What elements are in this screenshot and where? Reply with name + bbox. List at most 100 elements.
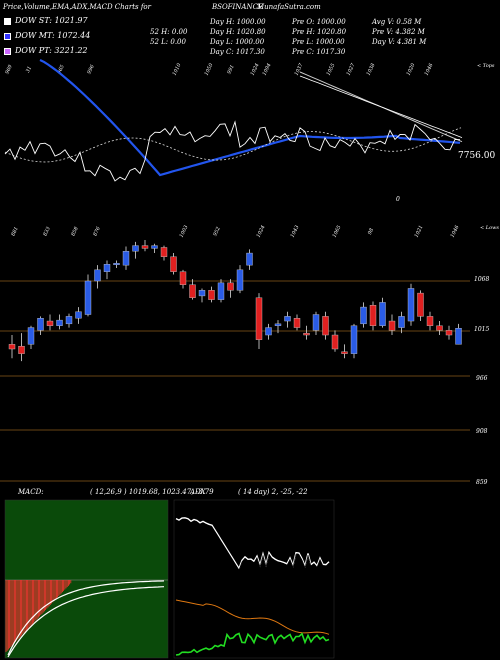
top-tick-label: 1024 [250, 63, 261, 77]
macd-signal-line [7, 586, 165, 658]
level-label-4: 908 [476, 428, 488, 435]
candle-body [122, 250, 130, 266]
legend-value: 1021.97 [54, 16, 88, 25]
candle-body [189, 284, 196, 298]
candle-body [56, 319, 63, 326]
stat-pre-h: Pre H: 1020.80 [292, 28, 347, 36]
candle-body [407, 288, 415, 322]
low-tick-label: 98 [367, 227, 375, 235]
candle-body [341, 351, 348, 354]
candle-body [37, 318, 44, 331]
lows-tag: < Lows [480, 225, 499, 231]
stat-avg-v: Avg V: 0.58 M [372, 18, 422, 26]
adx-line-inner [175, 518, 330, 571]
top-tick-label: 1038 [366, 63, 377, 77]
candle-body [379, 302, 386, 326]
candle-body [312, 314, 320, 331]
adx-plus-di-line [175, 632, 330, 656]
candle-body [75, 311, 82, 319]
candle-body [113, 263, 120, 266]
stat-day-l: Day L: 1000.00 [210, 38, 265, 46]
candle-body [303, 332, 310, 336]
top-tick-label: 1046 [424, 62, 435, 77]
candle-body [274, 323, 282, 326]
low-tick-label: 833 [42, 226, 51, 237]
adx-minus-di-line [175, 599, 330, 635]
stat-pre-l: Pre L: 1000.00 [292, 38, 345, 46]
ema-mt-line [39, 59, 461, 177]
chart-title: Price,Volume,EMA,ADX,MACD Charts for [3, 3, 151, 11]
candle-body [265, 327, 272, 336]
macd-label: MACD: [18, 488, 44, 496]
candle-body [284, 316, 291, 322]
level-label-3: 966 [476, 375, 488, 382]
candle-body [132, 245, 139, 252]
stat-day-h1: Day H: 1000.00 [210, 18, 266, 26]
candle-body [236, 269, 244, 291]
candle-body [426, 316, 434, 326]
level-label-1: 1068 [474, 276, 490, 283]
low-tick-label: 1024 [256, 225, 267, 239]
current-price-label: 7756.00 [458, 151, 496, 161]
candle-body [350, 325, 358, 354]
top-tick-label: 965 [56, 64, 65, 75]
low-tick-label: 1046 [450, 224, 461, 239]
stat-pre-o: Pre O: 1000.00 [292, 18, 346, 26]
stat-pre-v: Pre V: 4.382 M [372, 28, 425, 36]
candle-body [18, 345, 25, 354]
adx-line [175, 517, 330, 570]
candle-body [255, 297, 263, 340]
candle-body [170, 256, 177, 272]
legend-swatch-st [4, 17, 11, 25]
adx-panel [173, 499, 335, 659]
low-tick-label: 952 [212, 226, 221, 237]
top-tick-label: 1037 [294, 62, 305, 77]
level-label-2: 1015 [474, 326, 490, 333]
top-tick-label: 1055 [326, 63, 337, 77]
legend-swatch-mt [4, 32, 11, 40]
site-label: MunafaSutra.com [257, 3, 321, 11]
candle-body [369, 305, 377, 326]
stat-52l: 52 L: 0.00 [150, 38, 186, 46]
candle-body [94, 269, 101, 282]
top-tick-label: 1020 [406, 62, 417, 77]
top-tick-label: 1027 [346, 62, 357, 77]
macd-params: ( 12,26,9 ) 1019.68, 1023.47, -3.79 [90, 488, 214, 496]
adx-params: ( 14 day) 2, -25, -22 [238, 488, 308, 496]
candle-body [436, 325, 443, 331]
macd-panel [4, 499, 169, 659]
stat-pre-c: Pre C: 1017.30 [292, 48, 346, 56]
top-tick-label: 996 [86, 63, 96, 75]
legend-dow-mt: DOW MT: 1072.44 [4, 31, 90, 40]
candle-body [141, 245, 149, 249]
legend-value: 3221.22 [54, 46, 88, 55]
stat-day-v: Day V: 4.381 M [372, 38, 427, 46]
legend-swatch-pt [4, 47, 11, 55]
tops-tag: < Tops [477, 63, 495, 69]
candle-body [227, 282, 234, 291]
stat-day-h2: Day H: 1020.80 [210, 28, 266, 36]
candle-body [331, 334, 339, 350]
legend-dow-pt: DOW PT: 3221.22 [4, 46, 88, 55]
candle-body [84, 280, 92, 315]
candle-body [103, 264, 111, 272]
top-tick-label: 991 [226, 64, 235, 75]
candle-body [246, 252, 253, 266]
low-tick-label: 858 [70, 226, 79, 237]
legend-label: DOW PT: [15, 46, 52, 55]
stat-day-c: Day C: 1017.30 [210, 48, 265, 56]
low-tick-label: 881 [10, 226, 19, 237]
symbol-label: BSOFINANCE [212, 3, 264, 11]
candle-body [388, 320, 396, 331]
candle-body [151, 245, 158, 249]
price-line [4, 120, 461, 182]
candle-body [322, 316, 329, 336]
candle-body [65, 316, 73, 325]
top-tick-label: 969 [4, 63, 14, 75]
ema-st-dotted-line [4, 127, 462, 163]
candle-body [179, 271, 187, 285]
candle-body [217, 282, 225, 300]
low-tick-label: 1021 [414, 225, 425, 239]
legend-dow-st: DOW ST: 1021.97 [4, 16, 88, 25]
candle-body [455, 328, 462, 345]
